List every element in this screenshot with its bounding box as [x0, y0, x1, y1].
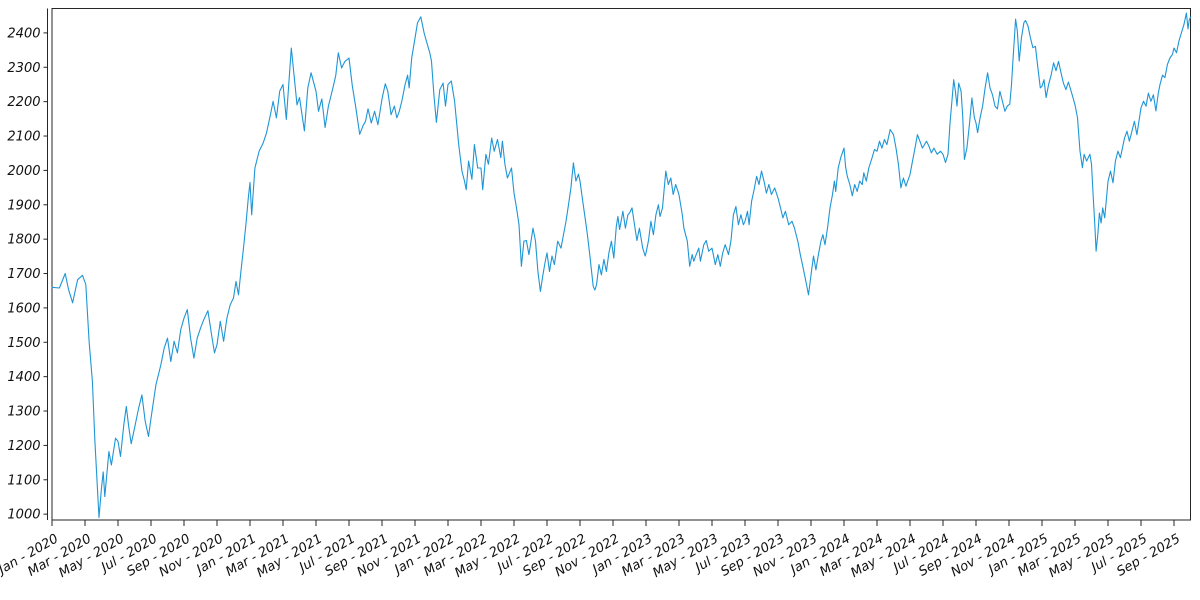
y-tick-label: 1600 — [7, 301, 40, 316]
data-series — [51, 12, 1192, 519]
y-tick-label: 1400 — [7, 370, 40, 385]
plot-border — [51, 8, 1191, 521]
y-tick-label: 1200 — [7, 439, 40, 454]
y-axis-ticks: 1000 1100 1200 1300 1400 1500 1600 1700 1800 1900… — [7, 26, 48, 523]
y-tick-label: 1900 — [7, 198, 40, 213]
y-tick-label: 2100 — [7, 130, 40, 145]
y-tick-label: 2200 — [7, 95, 40, 110]
y-tick-label: 1500 — [7, 336, 40, 351]
y-tick-label: 1700 — [7, 267, 40, 282]
price-line-series — [51, 12, 1192, 519]
y-tick-label: 1800 — [7, 233, 40, 248]
y-tick-label: 1300 — [7, 405, 40, 420]
y-tick-label: 1000 — [7, 508, 40, 523]
y-tick-label: 1100 — [7, 473, 40, 488]
plot-frame — [47, 8, 1191, 521]
y-tick-label: 2000 — [7, 164, 40, 179]
y-tick-label: 2400 — [7, 26, 40, 41]
y-tick-label: 2300 — [7, 61, 40, 76]
